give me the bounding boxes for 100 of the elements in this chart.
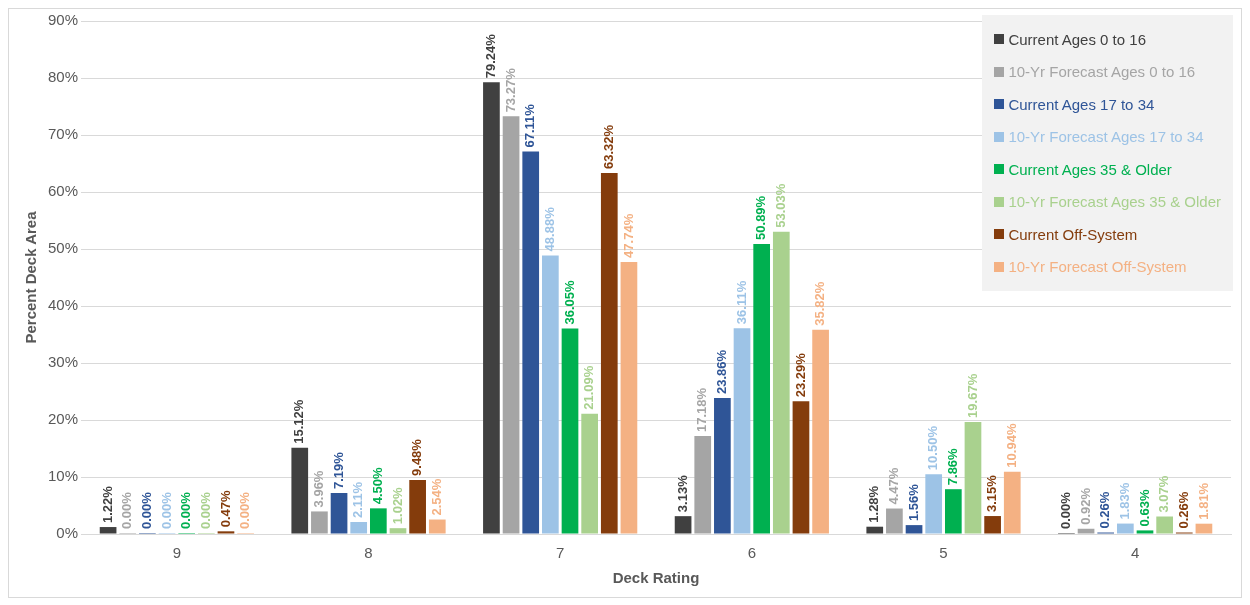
data-label: 0.00% [119, 491, 135, 529]
bar [502, 116, 520, 534]
bar [964, 421, 982, 534]
x-tick-label: 5 [939, 544, 948, 562]
legend-label: 10-Yr Forecast Ages 35 & Older [1008, 193, 1221, 211]
x-tick-label: 9 [172, 544, 182, 562]
data-label: 63.32% [600, 124, 616, 170]
legend-label: 10-Yr Forecast Off-System [1008, 258, 1187, 276]
data-label: 47.74% [620, 213, 636, 258]
bar [600, 173, 618, 534]
data-label: 53.03% [772, 183, 788, 228]
data-label: 0.00% [138, 491, 154, 529]
data-label: 1.02% [389, 486, 405, 525]
data-label: 35.82% [812, 281, 828, 326]
x-tick-label: 6 [747, 544, 757, 562]
bar [522, 151, 540, 534]
data-label: 9.48% [409, 438, 425, 476]
bar [984, 516, 1001, 534]
bar [409, 479, 426, 534]
bar [620, 261, 638, 534]
bar [389, 528, 407, 534]
bar [674, 516, 692, 534]
y-tick-label: 90% [47, 11, 79, 29]
y-tick-label: 60% [47, 182, 79, 200]
bar [217, 531, 235, 534]
x-tick-label: 8 [364, 544, 373, 562]
data-label: 23.86% [713, 349, 729, 394]
data-label: 0.63% [1136, 489, 1152, 527]
data-label: 67.11% [522, 103, 538, 148]
legend-label: Current Ages 17 to 34 [1008, 95, 1155, 113]
y-tick-label: 80% [47, 68, 79, 86]
data-label: 17.18% [694, 387, 710, 433]
data-label: 48.88% [541, 206, 557, 252]
data-label: 1.81% [1195, 482, 1211, 520]
data-label: 3.13% [674, 474, 690, 513]
bar [542, 255, 559, 534]
bar [812, 329, 829, 534]
x-tick-label: 4 [1131, 544, 1140, 562]
legend-label: Current Ages 0 to 16 [1008, 30, 1146, 48]
data-label: 10.94% [1003, 423, 1019, 468]
data-label: 36.11% [733, 280, 749, 325]
y-tick-label: 70% [47, 125, 79, 143]
data-label: 7.86% [944, 447, 960, 486]
data-label: 3.15% [984, 474, 1000, 513]
data-label: 0.00% [1057, 491, 1073, 529]
data-label: 50.89% [753, 195, 769, 240]
bar [886, 508, 903, 534]
bar [330, 493, 348, 534]
data-label: 79.24% [483, 33, 498, 79]
bar [350, 521, 368, 534]
bar [714, 398, 731, 534]
bar [483, 82, 500, 534]
bar [428, 519, 446, 534]
data-label: 36.05% [561, 279, 577, 325]
data-label: 0.26% [1175, 491, 1191, 529]
bar [561, 328, 579, 534]
data-label: 7.19% [330, 451, 346, 490]
data-label: 23.29% [792, 352, 808, 398]
data-label: 4.50% [369, 467, 385, 505]
y-tick-label: 0% [56, 524, 79, 542]
bar [772, 231, 790, 534]
data-label: 0.00% [178, 491, 194, 529]
bar [311, 511, 328, 534]
bar [694, 436, 712, 534]
y-tick-label: 50% [47, 239, 79, 257]
data-label: 1.56% [905, 483, 921, 522]
bar [1003, 471, 1021, 534]
bar [581, 413, 598, 534]
x-tick-label: 7 [556, 544, 565, 562]
bar [1117, 523, 1134, 534]
legend-label: 10-Yr Forecast Ages 0 to 16 [1008, 63, 1196, 81]
data-label: 0.00% [197, 491, 213, 529]
data-label: 4.47% [885, 467, 901, 505]
bar [866, 526, 884, 534]
bar [1156, 516, 1173, 534]
bar [1136, 530, 1154, 534]
bar [1195, 523, 1213, 534]
data-label: 1.28% [866, 485, 882, 523]
data-label: 1.83% [1116, 482, 1132, 520]
y-tick-label: 40% [47, 296, 79, 314]
bar [944, 489, 962, 534]
data-label: 21.09% [581, 365, 597, 410]
data-label: 2.11% [350, 481, 366, 518]
data-label: 19.67% [964, 373, 980, 418]
bar [733, 328, 751, 534]
legend-label: Current Ages 35 & Older [1008, 160, 1172, 178]
y-tick-label: 10% [47, 467, 79, 485]
bar [905, 525, 923, 534]
data-label: 2.54% [428, 478, 444, 516]
data-label: 0.92% [1077, 487, 1093, 525]
data-label: 3.07% [1156, 475, 1172, 513]
bar [291, 447, 309, 534]
data-label: 1.22% [99, 485, 115, 524]
bar [99, 527, 117, 534]
data-label: 0.26% [1097, 491, 1113, 529]
bar [1077, 528, 1095, 534]
bar [369, 508, 387, 534]
data-label: 0.00% [158, 491, 174, 529]
data-label: 73.27% [502, 67, 518, 113]
data-label: 3.96% [310, 470, 326, 508]
